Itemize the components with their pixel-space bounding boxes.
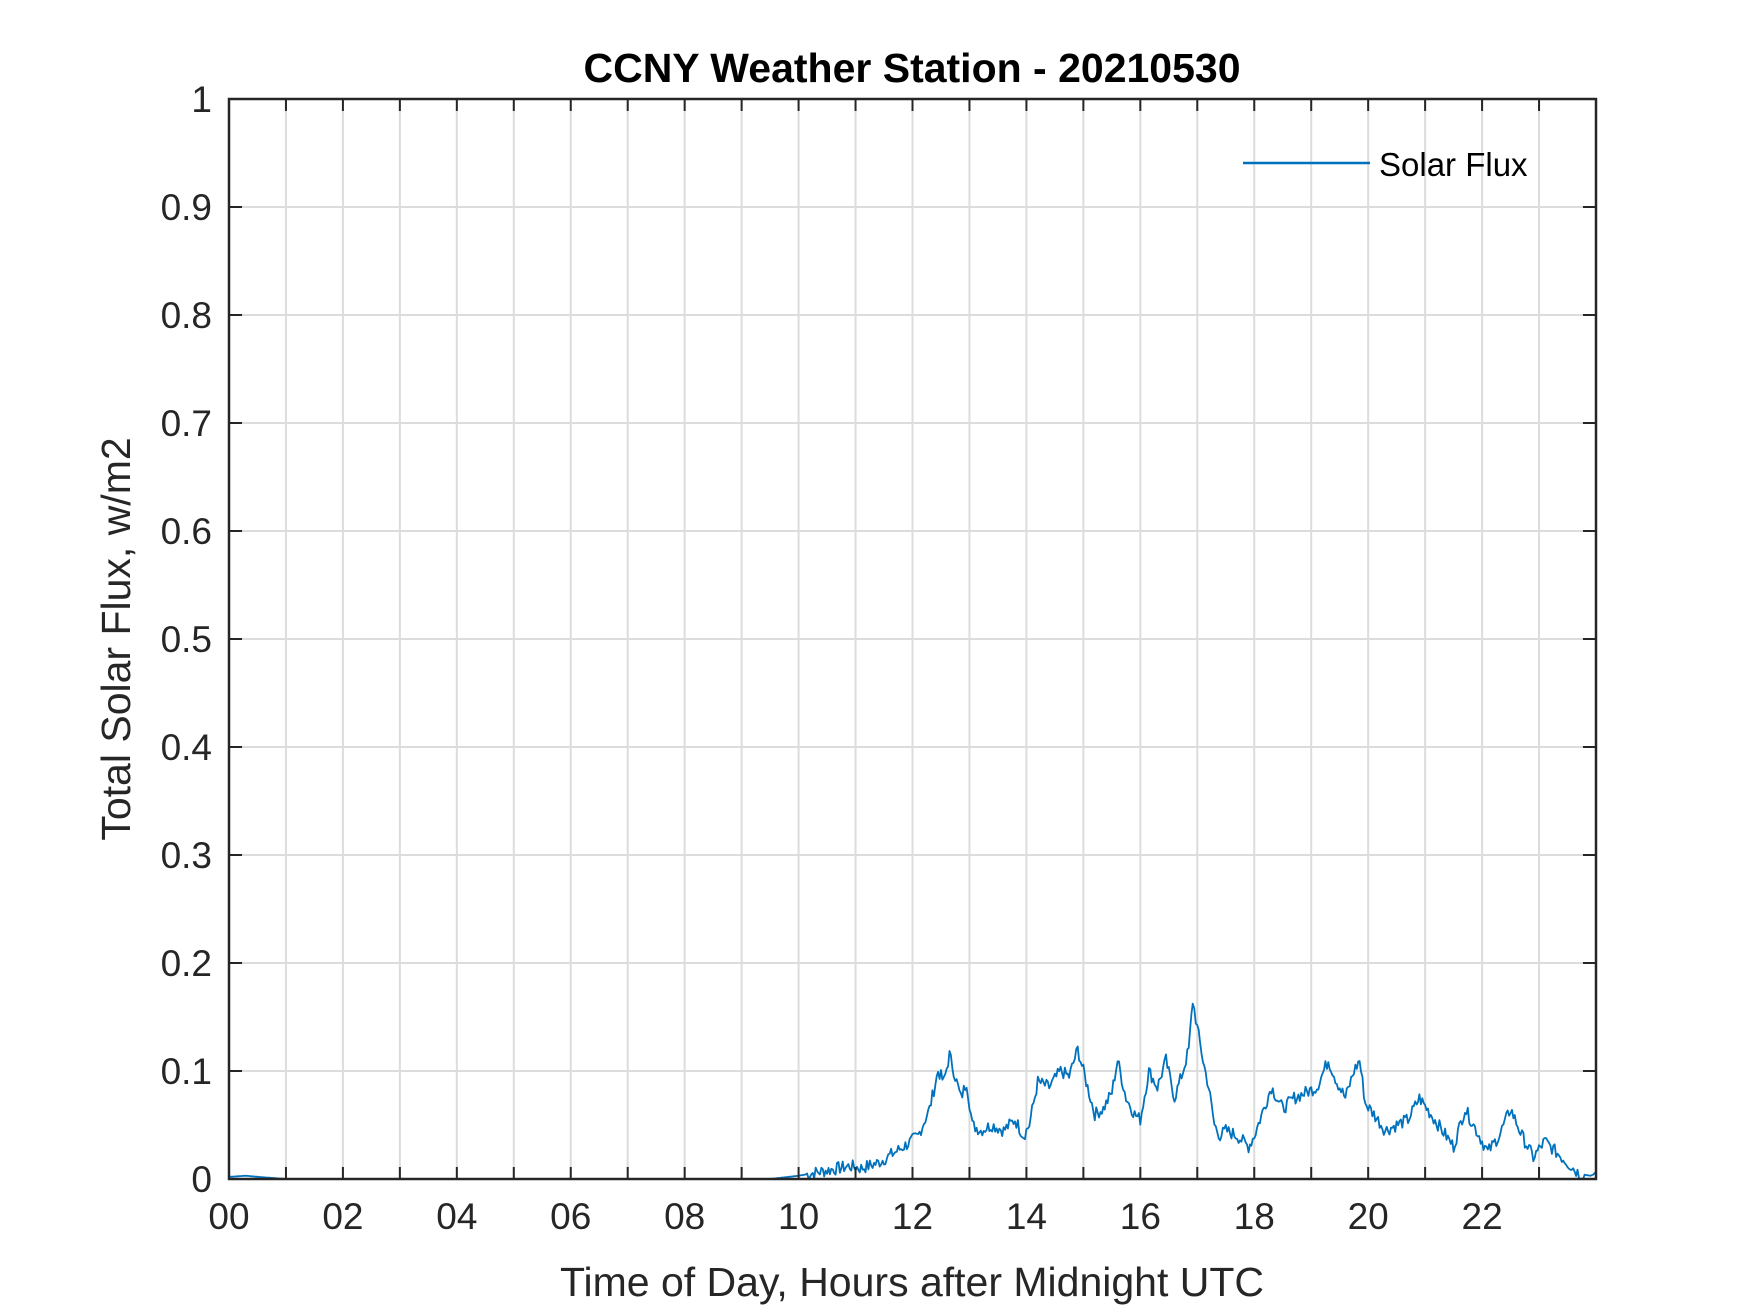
x-tick-label: 12	[892, 1196, 933, 1237]
y-tick-label: 0.5	[161, 619, 212, 660]
y-tick-label: 0	[191, 1159, 212, 1200]
y-tick-label: 0.3	[161, 835, 212, 876]
x-tick-label: 06	[550, 1196, 591, 1237]
legend-label-solar-flux: Solar Flux	[1379, 146, 1528, 183]
y-tick-label: 0.8	[161, 295, 212, 336]
x-tick-labels: 00 02 04 06 08 10 12 14 16 18 20 22	[208, 1196, 1502, 1237]
y-tick-labels: 0 0.1 0.2 0.3 0.4 0.5 0.6 0.7 0.8 0.9 1	[161, 79, 212, 1200]
x-tick-label: 20	[1348, 1196, 1389, 1237]
x-tick-label: 18	[1234, 1196, 1275, 1237]
x-axis-label: Time of Day, Hours after Midnight UTC	[560, 1259, 1264, 1305]
x-tick-label: 22	[1462, 1196, 1503, 1237]
grid-lines	[229, 99, 1596, 1179]
x-tick-label: 10	[778, 1196, 819, 1237]
y-tick-label: 0.2	[161, 943, 212, 984]
y-tick-label: 0.7	[161, 403, 212, 444]
x-tick-label: 08	[664, 1196, 705, 1237]
y-axis-label: Total Solar Flux, w/m2	[93, 437, 139, 840]
y-tick-label: 0.1	[161, 1051, 212, 1092]
y-tick-label: 0.9	[161, 187, 212, 228]
x-tick-label: 04	[436, 1196, 477, 1237]
tick-marks	[229, 98, 1596, 1180]
x-tick-label: 14	[1006, 1196, 1047, 1237]
x-tick-label: 02	[322, 1196, 363, 1237]
legend: Solar Flux	[1243, 146, 1528, 183]
x-tick-label: 16	[1120, 1196, 1161, 1237]
y-tick-label: 0.6	[161, 511, 212, 552]
chart-title: CCNY Weather Station - 20210530	[583, 45, 1240, 91]
y-tick-label: 1	[191, 79, 212, 120]
x-tick-label: 00	[208, 1196, 249, 1237]
y-tick-label: 0.4	[161, 727, 212, 768]
